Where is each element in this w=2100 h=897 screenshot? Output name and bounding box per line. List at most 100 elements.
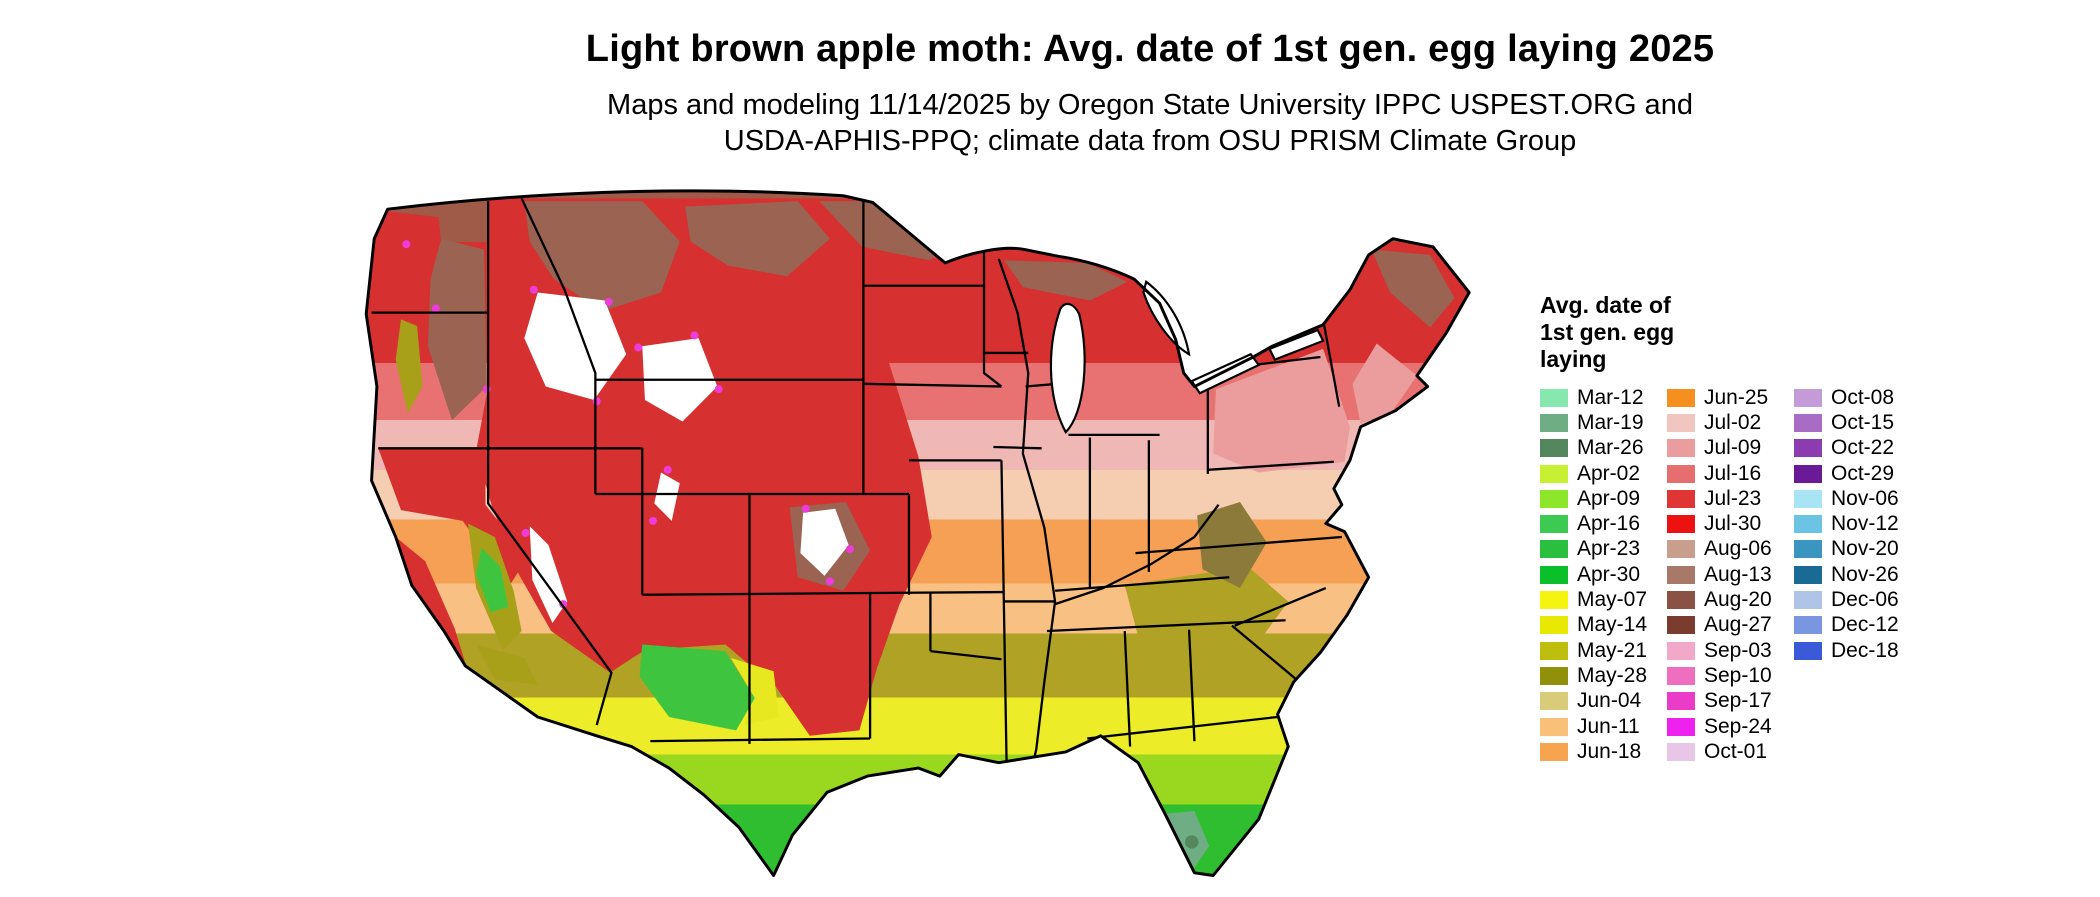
legend-entry: Jul-30 <box>1667 511 1794 536</box>
legend-label: Jun-18 <box>1577 739 1642 763</box>
legend-label: Nov-12 <box>1831 512 1899 536</box>
legend-swatch <box>1667 540 1695 559</box>
legend-label: Apr-30 <box>1577 562 1641 586</box>
legend-entry: Jun-04 <box>1540 689 1667 714</box>
legend-label: Oct-01 <box>1704 739 1768 763</box>
legend-entry: Jul-09 <box>1667 436 1794 461</box>
legend-label: Sep-03 <box>1704 638 1772 662</box>
legend-entry: May-07 <box>1540 587 1667 612</box>
raster-patch <box>1185 835 1199 849</box>
raster-patch <box>1004 260 1128 301</box>
legend-swatch <box>1794 540 1822 559</box>
legend: Avg. date of 1st gen. egg laying Mar-12 M… <box>1540 292 2080 764</box>
raster-patch <box>1352 343 1417 425</box>
legend-label: Jun-25 <box>1704 385 1769 409</box>
legend-label: Oct-22 <box>1831 436 1895 460</box>
legend-swatch <box>1794 616 1822 635</box>
legend-entry: Nov-26 <box>1794 562 1899 587</box>
legend-swatch <box>1667 464 1695 483</box>
legend-entry: Mar-19 <box>1540 410 1667 435</box>
legend-label: Mar-19 <box>1577 410 1644 434</box>
raster-patch <box>730 657 779 726</box>
raster-patch <box>639 644 755 731</box>
legend-label: Apr-23 <box>1577 537 1641 561</box>
legend-columns: Mar-12 Mar-19 Mar-26 Apr-02 Apr-09 Apr-16 Apr-… <box>1540 385 2080 764</box>
legend-entry: Dec-06 <box>1794 587 1899 612</box>
legend-swatch <box>1667 641 1695 660</box>
legend-entry: Sep-24 <box>1667 714 1794 739</box>
legend-entry: Sep-17 <box>1667 689 1794 714</box>
legend-label: Jun-11 <box>1577 714 1640 738</box>
legend-entry: Aug-27 <box>1667 613 1794 638</box>
legend-swatch <box>1667 666 1695 685</box>
raster-patch <box>1371 249 1455 328</box>
legend-label: May-28 <box>1577 663 1648 687</box>
legend-column: Mar-12 Mar-19 Mar-26 Apr-02 Apr-09 Apr-16 Apr-… <box>1540 385 1667 764</box>
legend-swatch <box>1794 489 1822 508</box>
legend-entry: Jun-11 <box>1540 714 1667 739</box>
snow-patch <box>524 292 627 400</box>
legend-swatch <box>1540 742 1568 761</box>
legend-entry: Dec-12 <box>1794 613 1899 638</box>
legend-entry: Sep-03 <box>1667 638 1794 663</box>
legend-swatch <box>1540 439 1568 458</box>
legend-swatch <box>1540 489 1568 508</box>
legend-label: Apr-16 <box>1577 512 1641 536</box>
legend-swatch <box>1540 464 1568 483</box>
legend-entry: Mar-12 <box>1540 385 1667 410</box>
lake-ontario <box>1267 328 1325 361</box>
legend-swatch <box>1667 413 1695 432</box>
legend-swatch <box>1667 742 1695 761</box>
legend-label: May-21 <box>1577 638 1648 662</box>
legend-label: Jul-16 <box>1704 461 1762 485</box>
legend-label: Aug-27 <box>1704 613 1772 637</box>
legend-swatch <box>1667 439 1695 458</box>
legend-entry: May-21 <box>1540 638 1667 663</box>
legend-entry: Aug-13 <box>1667 562 1794 587</box>
legend-swatch <box>1794 641 1822 660</box>
legend-label: Aug-20 <box>1704 588 1772 612</box>
legend-title-line-2: 1st gen. egg <box>1540 319 1675 345</box>
legend-label: Jun-04 <box>1577 689 1642 713</box>
legend-entry: Apr-30 <box>1540 562 1667 587</box>
legend-label: May-14 <box>1577 613 1648 637</box>
legend-label: Nov-26 <box>1831 562 1899 586</box>
legend-swatch <box>1540 616 1568 635</box>
legend-title-line-3: laying <box>1540 346 1607 372</box>
legend-entry: Apr-16 <box>1540 511 1667 536</box>
legend-swatch <box>1540 540 1568 559</box>
raster-patch <box>476 644 538 685</box>
us-map-svg <box>364 189 1471 877</box>
legend-entry: Aug-06 <box>1667 537 1794 562</box>
legend-swatch <box>1540 591 1568 610</box>
legend-swatch <box>1667 616 1695 635</box>
legend-label: Dec-18 <box>1831 638 1899 662</box>
legend-title-line-1: Avg. date of <box>1540 292 1671 318</box>
legend-label: Aug-13 <box>1704 562 1772 586</box>
legend-swatch <box>1540 717 1568 736</box>
legend-entry: Jul-02 <box>1667 410 1794 435</box>
lake-michigan <box>1049 302 1086 434</box>
legend-label: Apr-09 <box>1577 486 1641 510</box>
legend-entry: Dec-18 <box>1794 638 1899 663</box>
legend-label: Mar-26 <box>1577 436 1644 460</box>
snow-patch <box>654 472 680 521</box>
legend-entry: Jun-25 <box>1667 385 1794 410</box>
legend-entry: Oct-15 <box>1794 410 1899 435</box>
legend-swatch <box>1794 388 1822 407</box>
legend-entry: Nov-20 <box>1794 537 1899 562</box>
legend-swatch <box>1540 515 1568 534</box>
legend-entry: Oct-22 <box>1794 436 1899 461</box>
legend-swatch <box>1540 388 1568 407</box>
legend-swatch <box>1667 565 1695 584</box>
legend-label: Apr-02 <box>1577 461 1641 485</box>
raster-patch <box>427 238 487 421</box>
legend-swatch <box>1540 641 1568 660</box>
legend-column: Jun-25 Jul-02 Jul-09 Jul-16 Jul-23 Jul-30 Aug-… <box>1667 385 1794 764</box>
legend-label: May-07 <box>1577 588 1648 612</box>
legend-entry: Apr-23 <box>1540 537 1667 562</box>
page-title: Light brown apple moth: Avg. date of 1st… <box>585 28 1715 70</box>
legend-entry: Nov-12 <box>1794 511 1899 536</box>
legend-swatch <box>1794 591 1822 610</box>
raster-patch <box>1213 348 1350 473</box>
